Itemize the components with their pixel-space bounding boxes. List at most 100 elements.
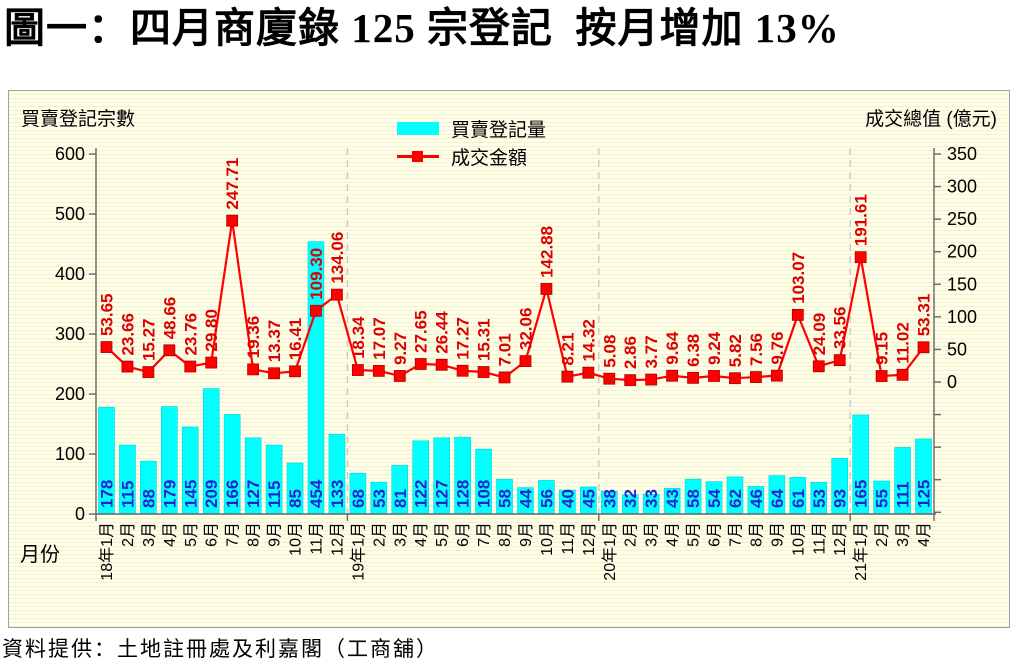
x-axis-category-label: 8月 bbox=[246, 522, 263, 547]
x-axis-category-label: 2月 bbox=[623, 522, 640, 547]
line-marker bbox=[833, 354, 846, 367]
bar-value-label: 45 bbox=[579, 489, 598, 508]
x-axis-category-label: 9月 bbox=[267, 522, 284, 547]
line-marker bbox=[247, 363, 260, 376]
line-value-label: 9.24 bbox=[705, 331, 724, 365]
x-axis-category-label: 19年1月 bbox=[349, 522, 367, 581]
x-axis-category-label: 5月 bbox=[686, 522, 703, 547]
line-marker bbox=[896, 368, 909, 381]
line-marker bbox=[498, 371, 511, 384]
x-axis-category-label: 11月 bbox=[811, 522, 828, 555]
bar-value-label: 46 bbox=[747, 489, 766, 508]
x-axis-category-label: 3月 bbox=[644, 522, 661, 547]
line-value-label: 5.08 bbox=[600, 335, 619, 368]
line-marker bbox=[540, 283, 553, 295]
line-value-label: 103.07 bbox=[789, 252, 808, 304]
bar-value-label: 40 bbox=[558, 489, 577, 508]
bar-value-label: 178 bbox=[97, 480, 116, 508]
bar-value-label: 125 bbox=[915, 480, 934, 508]
line-marker bbox=[791, 308, 804, 321]
bar-value-label: 58 bbox=[684, 489, 703, 508]
line-value-label: 191.61 bbox=[852, 194, 871, 246]
bar-value-label: 115 bbox=[118, 481, 137, 508]
x-axis-category-label: 7月 bbox=[727, 522, 744, 547]
bar-value-label: 93 bbox=[831, 489, 850, 508]
bar-value-label: 55 bbox=[873, 489, 892, 508]
x-axis-category-label: 5月 bbox=[434, 522, 451, 547]
line-value-label: 109.30 bbox=[307, 248, 326, 300]
x-axis-category-label: 5月 bbox=[183, 522, 200, 547]
legend-bar-swatch-icon bbox=[397, 121, 439, 135]
right-axis-tick-label: 150 bbox=[947, 274, 977, 294]
bar-value-label: 53 bbox=[370, 489, 389, 508]
right-axis-tick-label: 100 bbox=[947, 307, 977, 327]
legend-line-swatch-icon bbox=[397, 150, 439, 162]
bar-value-label: 81 bbox=[391, 489, 410, 508]
bar-value-label: 43 bbox=[663, 489, 682, 508]
line-value-label: 32.06 bbox=[516, 308, 535, 351]
line-marker bbox=[582, 366, 595, 379]
bar-value-label: 62 bbox=[726, 489, 745, 508]
bar-value-label: 127 bbox=[244, 480, 263, 508]
bar-value-label: 56 bbox=[537, 489, 556, 508]
bar-value-label: 64 bbox=[768, 489, 787, 508]
x-axis-category-label: 4月 bbox=[162, 522, 179, 547]
line-value-label: 24.09 bbox=[810, 313, 829, 356]
line-value-label: 5.82 bbox=[726, 334, 745, 367]
chart-canvas: 178 115 88 179 145 209 166 127 115 85 454 133 68 53 81… bbox=[55, 144, 977, 581]
line-marker bbox=[121, 360, 134, 373]
left-axis-tick-label: 400 bbox=[55, 264, 85, 284]
x-axis-category-label: 4月 bbox=[916, 522, 933, 547]
x-axis-category-label: 18年1月 bbox=[98, 522, 116, 581]
line-value-label: 2.86 bbox=[621, 336, 640, 369]
right-axis-tick-label: 200 bbox=[947, 242, 977, 262]
line-value-label: 27.65 bbox=[412, 310, 431, 353]
line-marker bbox=[561, 370, 574, 383]
bar-value-label: 32 bbox=[621, 489, 640, 508]
x-axis-category-label: 10月 bbox=[288, 522, 305, 556]
bar-value-label: 115 bbox=[265, 481, 284, 508]
line-value-label: 11.02 bbox=[894, 322, 913, 364]
left-axis-title: 買賣登記宗數 bbox=[21, 109, 136, 130]
x-axis-category-label: 10月 bbox=[790, 522, 807, 556]
x-axis-category-label: 10月 bbox=[539, 522, 556, 556]
line-marker bbox=[624, 374, 637, 387]
left-axis-tick-label: 500 bbox=[55, 204, 85, 224]
line-marker bbox=[729, 372, 741, 385]
line-marker bbox=[770, 369, 783, 382]
line-marker bbox=[687, 371, 699, 384]
line-value-label: 18.34 bbox=[349, 316, 368, 359]
bar-value-label: 128 bbox=[454, 480, 473, 508]
x-axis-category-label: 3月 bbox=[141, 522, 158, 547]
line-value-label: 15.27 bbox=[139, 319, 158, 362]
x-axis-category-label: 11月 bbox=[308, 522, 325, 555]
source-note: 資料提供：土地註冊處及利嘉閣（工商舖） bbox=[2, 638, 439, 661]
line-marker bbox=[100, 341, 113, 353]
x-axis-category-label: 12月 bbox=[329, 522, 346, 556]
line-marker bbox=[875, 370, 888, 382]
bar-value-label: 209 bbox=[202, 480, 221, 508]
line-value-label: 48.66 bbox=[160, 297, 179, 340]
right-axis-title: 成交總值 (億元) bbox=[865, 109, 997, 130]
x-axis-category-label: 7月 bbox=[225, 522, 242, 547]
line-marker bbox=[184, 360, 197, 373]
x-axis-category-label: 2月 bbox=[120, 522, 137, 547]
line-marker bbox=[414, 358, 427, 370]
x-axis-category-label: 12月 bbox=[581, 522, 598, 556]
x-axis-category-label: 7月 bbox=[476, 522, 493, 547]
line-series bbox=[105, 220, 925, 382]
bar-value-label: 122 bbox=[412, 480, 431, 508]
x-axis-category-label: 20年1月 bbox=[601, 522, 619, 581]
line-value-label: 247.71 bbox=[223, 158, 242, 210]
line-marker bbox=[456, 364, 469, 377]
x-axis-category-label: 4月 bbox=[413, 522, 430, 547]
legend-bar-label: 買賣登記量 bbox=[451, 119, 547, 141]
line-marker bbox=[310, 304, 322, 317]
line-value-label: 23.76 bbox=[181, 313, 200, 356]
line-value-label: 134.06 bbox=[328, 232, 347, 284]
bar-value-label: 54 bbox=[705, 489, 724, 508]
line-value-label: 7.56 bbox=[747, 333, 766, 366]
line-marker bbox=[750, 371, 762, 383]
bar-value-label: 68 bbox=[349, 489, 368, 508]
x-axis-category-label: 3月 bbox=[392, 522, 409, 547]
